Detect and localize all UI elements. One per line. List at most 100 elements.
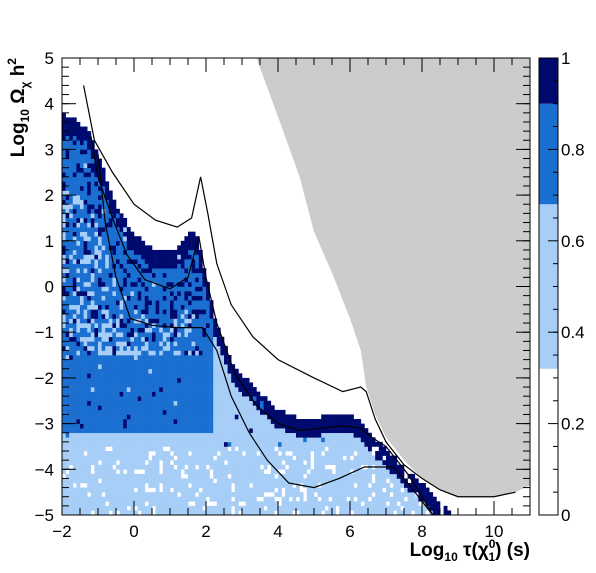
heatmap-cell (274, 464, 279, 470)
heatmap-cell (159, 249, 164, 255)
heatmap-cell (116, 236, 120, 242)
heatmap-cell (134, 409, 138, 415)
heatmap-cell (191, 396, 196, 402)
heatmap-cell (108, 487, 113, 493)
heatmap-cell (285, 460, 290, 466)
heatmap-cell (134, 501, 138, 507)
heatmap-cell (134, 341, 138, 347)
heatmap-cell (130, 487, 135, 493)
heatmap-cell (112, 350, 117, 356)
heatmap-cell (231, 469, 236, 475)
heatmap-cell (98, 368, 102, 374)
heatmap-cell (166, 451, 171, 456)
heatmap-cell (332, 428, 336, 434)
heatmap-cell (216, 359, 221, 365)
heatmap-cell (152, 295, 156, 301)
heatmap-cell (364, 483, 369, 488)
heatmap-cell (195, 323, 200, 328)
heatmap-cell (62, 121, 66, 127)
heatmap-cell (65, 172, 70, 178)
heatmap-cell (422, 510, 426, 516)
heatmap-cell (134, 263, 138, 269)
heatmap-cell (87, 400, 92, 406)
x-axis: −2 0 2 4 6 8 10 (52, 58, 531, 541)
heatmap-cell (242, 405, 246, 411)
heatmap-cell (108, 359, 113, 365)
x-tick-label: −2 (52, 522, 71, 541)
heatmap-cell (382, 478, 387, 484)
heatmap-cell (80, 382, 84, 388)
heatmap-cell (83, 176, 88, 182)
heatmap-cell (130, 254, 135, 260)
heatmap-cell (432, 501, 437, 507)
heatmap-cell (137, 483, 142, 488)
heatmap-cell (87, 313, 92, 319)
heatmap-cell (170, 327, 174, 333)
heatmap-cell (83, 455, 88, 461)
heatmap-cell (87, 368, 92, 374)
heatmap-cell (310, 478, 315, 484)
heatmap-cell (137, 309, 142, 315)
heatmap-cell (98, 496, 102, 502)
heatmap-cell (76, 441, 81, 447)
heatmap-cell (123, 460, 128, 466)
heatmap-cell (375, 469, 380, 475)
heatmap-cell (98, 501, 102, 507)
heatmap-cell (360, 492, 365, 498)
heatmap-cell (213, 382, 218, 388)
heatmap-cell (90, 505, 95, 511)
heatmap-cell (278, 492, 282, 498)
heatmap-cell (184, 382, 189, 388)
heatmap-cell (209, 373, 214, 379)
heatmap-cell (72, 377, 77, 383)
heatmap-cell (152, 469, 156, 475)
heatmap-cell (126, 460, 131, 466)
heatmap-cell (105, 304, 110, 310)
heatmap-cell (80, 437, 84, 443)
heatmap-cell (188, 341, 192, 347)
heatmap-cell (231, 451, 236, 456)
heatmap-cell (220, 432, 225, 438)
heatmap-cell (213, 441, 218, 447)
heatmap-cell (191, 400, 196, 406)
heatmap-cell (155, 277, 160, 283)
heatmap-cell (191, 309, 196, 315)
heatmap-cell (69, 272, 74, 278)
heatmap-cell (231, 441, 236, 447)
heatmap-cell (72, 213, 77, 219)
heatmap-cell (155, 400, 160, 406)
heatmap-cell (317, 478, 322, 484)
heatmap-cell (126, 281, 131, 287)
heatmap-cell (195, 373, 200, 379)
heatmap-cell (72, 231, 77, 237)
heatmap-cell (188, 359, 192, 365)
heatmap-cell (177, 382, 182, 388)
heatmap-cell (170, 391, 174, 397)
heatmap-cell (278, 446, 282, 452)
heatmap-cell (245, 382, 250, 388)
heatmap-cell (101, 176, 106, 182)
heatmap-cell (76, 313, 81, 319)
heatmap-cell (69, 496, 74, 502)
heatmap-cell (213, 432, 218, 438)
heatmap-cell (108, 268, 113, 274)
heatmap-cell (90, 153, 95, 159)
heatmap-cell (123, 259, 128, 264)
heatmap-cell (130, 272, 135, 278)
heatmap-cell (198, 345, 203, 351)
heatmap-cell (324, 423, 329, 429)
heatmap-cell (108, 304, 113, 310)
heatmap-cell (112, 451, 117, 456)
heatmap-cell (141, 373, 146, 379)
heatmap-cell (105, 483, 110, 488)
x-axis-title: Log10 τ(χ0 1) (s) (410, 537, 530, 564)
heatmap-cell (220, 455, 225, 461)
heatmap-cell (87, 409, 92, 415)
heatmap-cell (314, 460, 318, 466)
heatmap-cell (368, 473, 372, 479)
heatmap-cell (371, 441, 376, 447)
heatmap-cell (170, 455, 174, 461)
heatmap-cell (346, 478, 351, 484)
heatmap-cell (166, 405, 171, 411)
heatmap-cell (260, 473, 264, 479)
